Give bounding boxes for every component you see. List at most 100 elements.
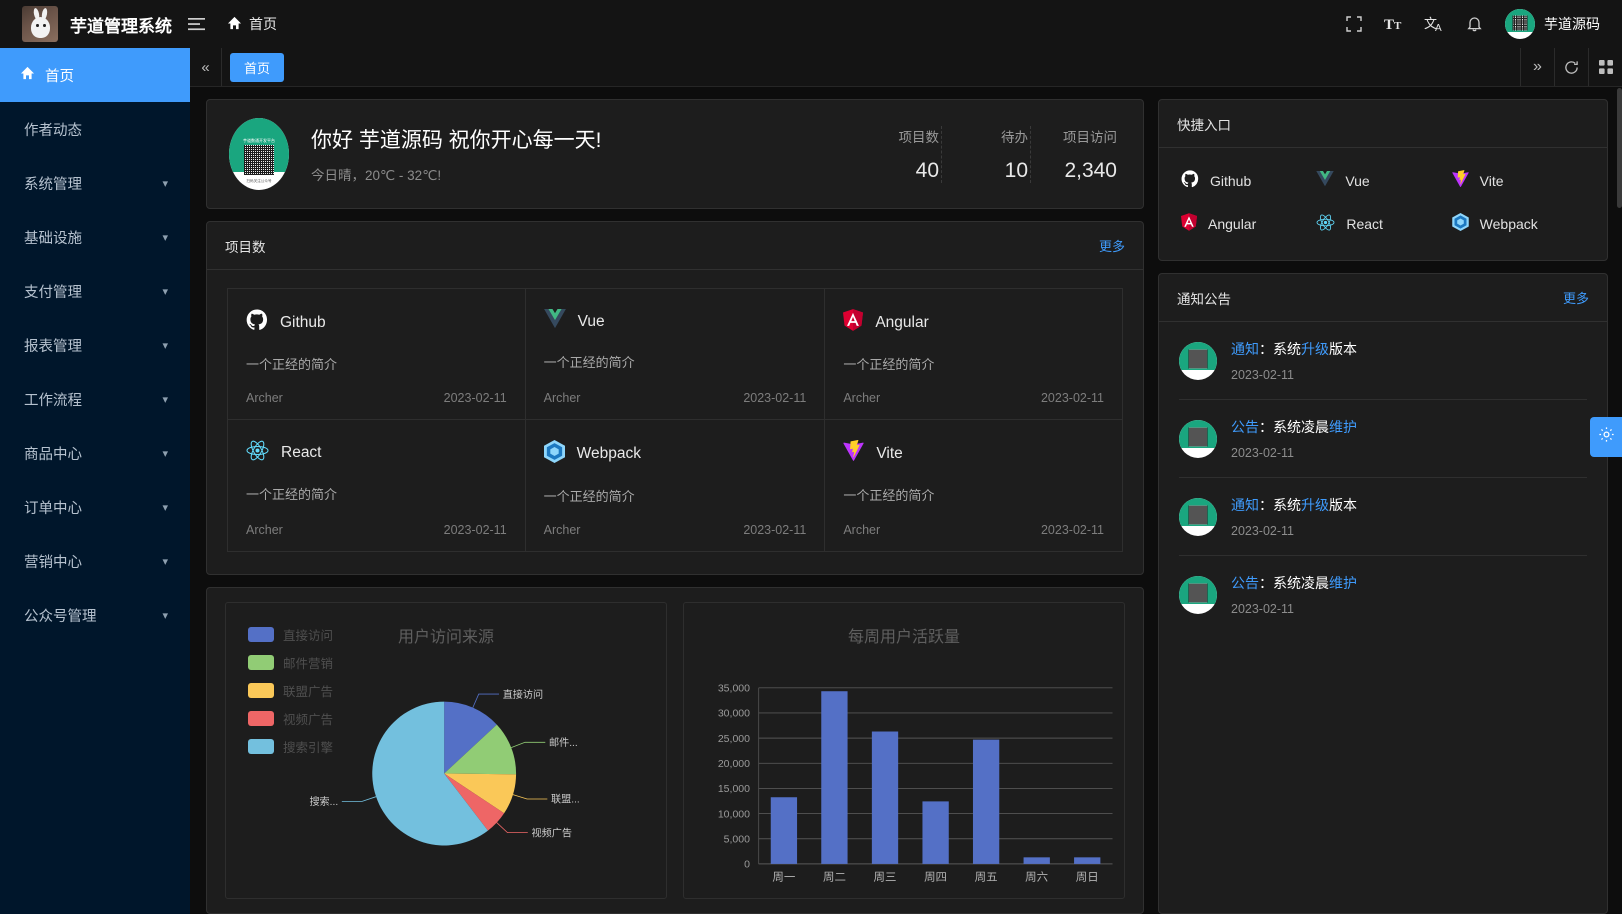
- sidebar-item-author-news[interactable]: 作者动态: [0, 102, 190, 156]
- project-desc: 一个正经的简介: [843, 488, 935, 503]
- bar[interactable]: [770, 797, 798, 864]
- legend-item[interactable]: 联盟广告: [248, 681, 333, 700]
- welcome-banner: 芋道数通开发平台 扫码关注公众号 你好 芋道源码 祝你开心每一天! 今日晴，20…: [206, 99, 1144, 209]
- sidebar-item-home[interactable]: 首页: [0, 48, 190, 102]
- quick-entry-vite[interactable]: Vite: [1451, 170, 1587, 191]
- list-item[interactable]: 通知：系统升级版本 2023-02-11: [1179, 477, 1587, 555]
- pie-slice[interactable]: [372, 701, 488, 846]
- quick-entry-webpack[interactable]: Webpack: [1451, 213, 1587, 234]
- quick-entry-github[interactable]: Github: [1181, 170, 1316, 191]
- refresh-icon[interactable]: [1554, 48, 1588, 86]
- sidebar-item-order-center[interactable]: 订单中心 ▾: [0, 480, 190, 534]
- project-card-vue[interactable]: Vue 一个正经的简介 Archer 2023-02-11: [525, 288, 825, 419]
- project-name: Vue: [577, 312, 605, 330]
- project-card-vite[interactable]: Vite 一个正经的简介 Archer 2023-02-11: [824, 419, 1123, 552]
- bar-x-tick-label: 周六: [1025, 871, 1048, 884]
- sidebar-item-report-management[interactable]: 报表管理 ▾: [0, 318, 190, 372]
- projects-more-link[interactable]: 更多: [1098, 239, 1125, 254]
- page-scrollbar[interactable]: [1617, 88, 1622, 208]
- notices-header: 通知公告 更多: [1159, 274, 1607, 322]
- user-menu[interactable]: 芋道源码: [1495, 9, 1608, 39]
- grid-menu-icon[interactable]: [1588, 48, 1622, 86]
- legend-item[interactable]: 直接访问: [248, 625, 333, 644]
- project-footer: Archer 2023-02-11: [544, 523, 807, 537]
- projects-card-header: 项目数 更多: [207, 222, 1143, 270]
- brand[interactable]: 芋道管理系统: [0, 6, 175, 42]
- list-item[interactable]: 通知：系统升级版本 2023-02-11: [1179, 322, 1587, 399]
- vue-icon: [543, 309, 566, 334]
- project-date: 2023-02-11: [443, 523, 507, 537]
- project-title-row: Github: [246, 309, 507, 336]
- quick-entry-label: Vue: [1345, 172, 1370, 189]
- pie-slice[interactable]: [444, 724, 517, 775]
- bar[interactable]: [821, 691, 848, 864]
- sidebar-item-payment-management[interactable]: 支付管理 ▾: [0, 264, 190, 318]
- project-card-github[interactable]: Github 一个正经的简介 Archer 2023-02-11: [227, 288, 526, 419]
- sidebar-item-infrastructure[interactable]: 基础设施 ▾: [0, 210, 190, 264]
- bar-y-tick-label: 35,000: [718, 684, 750, 695]
- quick-entry-label: Webpack: [1479, 215, 1538, 232]
- legend-swatch: [248, 739, 274, 754]
- chevron-down-icon: ▾: [162, 285, 168, 298]
- list-item[interactable]: 公告：系统凌晨维护 2023-02-11: [1179, 399, 1587, 477]
- pie-slice-label: 搜索...: [309, 795, 338, 808]
- pie-slice[interactable]: [444, 773, 505, 831]
- projects-grid: Github 一个正经的简介 Archer 2023-02-11: [207, 270, 1143, 574]
- sidebar-item-official-account[interactable]: 公众号管理 ▾: [0, 588, 190, 642]
- project-author: Archer: [843, 391, 881, 405]
- fullscreen-icon[interactable]: [1335, 0, 1373, 48]
- svg-text:文: 文: [1424, 16, 1437, 31]
- stat-value: 40: [915, 158, 939, 182]
- angular-icon: [843, 309, 864, 336]
- sidebar-item-label: 公众号管理: [24, 608, 97, 625]
- pie-slice[interactable]: [444, 701, 497, 774]
- main-region: « 首页 »: [190, 48, 1622, 914]
- angular-icon: [1181, 213, 1197, 234]
- sidebar-item-system-management[interactable]: 系统管理 ▾: [0, 156, 190, 210]
- quick-entry-angular[interactable]: Angular: [1181, 213, 1316, 234]
- project-desc: 一个正经的简介: [246, 357, 338, 372]
- settings-float-button[interactable]: [1590, 417, 1622, 457]
- bell-icon[interactable]: [1455, 0, 1493, 48]
- project-date: 2023-02-11: [743, 391, 807, 405]
- bar[interactable]: [1023, 857, 1050, 864]
- sidebar-item-label: 首页: [45, 68, 74, 85]
- chevron-double-right-icon[interactable]: »: [1520, 48, 1554, 86]
- legend-item[interactable]: 视频广告: [248, 709, 333, 728]
- sidebar-item-workflow[interactable]: 工作流程 ▾: [0, 372, 190, 426]
- project-card-react[interactable]: React 一个正经的简介 Archer 2023-02-11: [227, 419, 526, 552]
- bar[interactable]: [1074, 857, 1101, 864]
- translate-icon[interactable]: 文 A: [1415, 0, 1453, 48]
- project-card-angular[interactable]: Angular 一个正经的简介 Archer 2023-02-11: [824, 288, 1123, 419]
- bar[interactable]: [871, 731, 899, 864]
- notice-texts: 公告：系统凌晨维护 2023-02-11: [1231, 417, 1357, 460]
- project-footer: Archer 2023-02-11: [246, 391, 507, 405]
- chevron-double-left-icon[interactable]: «: [190, 48, 222, 86]
- legend-item[interactable]: 搜索引擎: [248, 737, 333, 756]
- sidebar-item-product-center[interactable]: 商品中心 ▾: [0, 426, 190, 480]
- pie-leader-line: [496, 822, 528, 834]
- gear-icon: [1598, 426, 1615, 448]
- breadcrumb[interactable]: 首页: [217, 14, 287, 34]
- font-size-icon[interactable]: T T: [1375, 0, 1413, 48]
- project-card-webpack[interactable]: Webpack 一个正经的简介 Archer 2023-02-11: [525, 419, 825, 552]
- project-date: 2023-02-11: [1040, 391, 1104, 405]
- sidebar-item-marketing-center[interactable]: 营销中心 ▾: [0, 534, 190, 588]
- quick-entry-react[interactable]: React: [1316, 213, 1451, 234]
- right-column: 快捷入口 Github: [1158, 99, 1608, 914]
- bar[interactable]: [972, 739, 1000, 864]
- tab-tools: »: [1520, 48, 1622, 86]
- notices-more-link[interactable]: 更多: [1562, 291, 1589, 306]
- tab-home[interactable]: 首页: [230, 52, 285, 82]
- pie-slice[interactable]: [444, 773, 517, 814]
- sidebar-item-label: 作者动态: [24, 122, 82, 139]
- legend-item[interactable]: 邮件营销: [248, 653, 333, 672]
- legend-label: 搜索引擎: [283, 741, 334, 755]
- hamburger-icon[interactable]: [175, 0, 217, 48]
- quick-entry-vue[interactable]: Vue: [1316, 170, 1451, 191]
- notice-title: 公告：系统凌晨维护: [1231, 419, 1357, 435]
- list-item[interactable]: 公告：系统凌晨维护 2023-02-11: [1179, 555, 1587, 633]
- project-name: Angular: [875, 313, 929, 331]
- project-date: 2023-02-11: [1040, 523, 1104, 537]
- bar[interactable]: [922, 801, 949, 864]
